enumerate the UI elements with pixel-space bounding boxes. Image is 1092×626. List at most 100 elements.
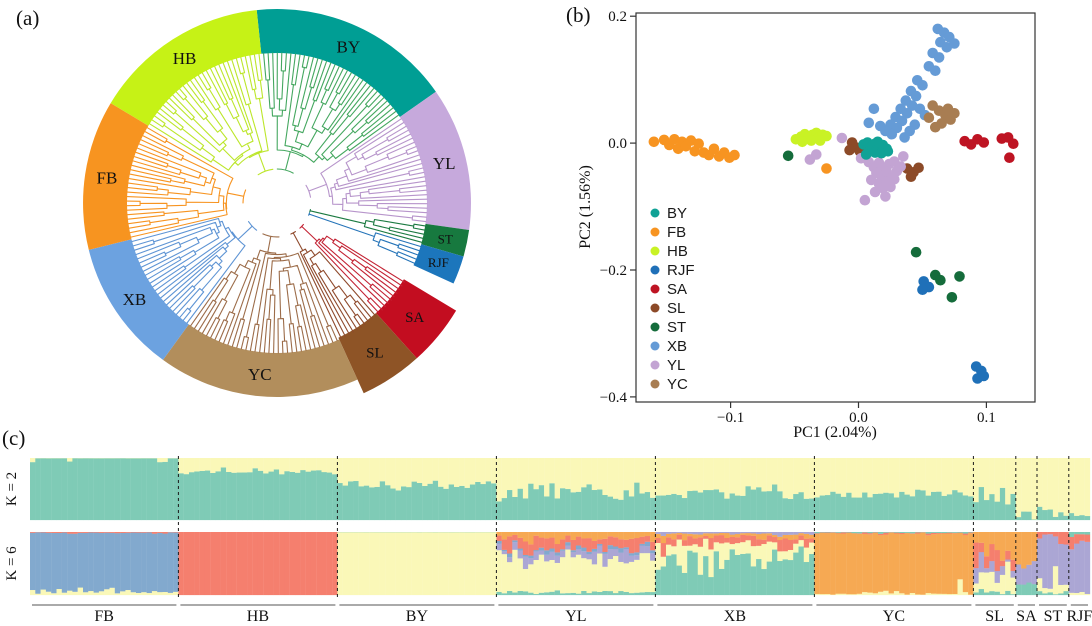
admixture-bar-segment <box>512 592 518 596</box>
admixture-bar-segment <box>454 458 460 487</box>
admixture-bar-segment <box>554 552 561 556</box>
admixture-bar-segment <box>448 458 455 485</box>
admixture-bar-segment <box>984 568 990 573</box>
admixture-bar-segment <box>899 491 905 521</box>
admixture-bar-segment <box>830 594 836 596</box>
admixture-bar-segment <box>878 532 884 534</box>
panel-a-label: (a) <box>16 6 40 30</box>
admixture-bar-segment <box>999 560 1006 567</box>
admixture-bar-segment <box>925 495 932 521</box>
admixture-bar-segment <box>194 471 200 521</box>
admixture-bar-segment <box>915 489 921 521</box>
admixture-bar-segment <box>496 501 502 521</box>
admixture-bar-segment <box>273 532 280 596</box>
admixture-bar-segment <box>549 548 555 552</box>
admixture-bar-segment <box>67 590 73 596</box>
admixture-bar-segment <box>231 472 237 521</box>
admixture-bar-segment <box>999 574 1006 595</box>
admixture-bar-segment <box>538 537 545 548</box>
admixture-bar-segment <box>618 561 624 592</box>
admixture-bar-segment <box>681 533 688 541</box>
admixture-bar-segment <box>305 471 312 521</box>
admixture-bar-segment <box>581 547 587 552</box>
admixture-bar-segment <box>687 532 693 534</box>
admixture-bar-segment <box>591 540 598 549</box>
admixture-bar-segment <box>358 532 365 596</box>
pca-point-ST <box>910 246 922 258</box>
admixture-bar-segment <box>644 591 651 596</box>
admixture-bar-segment <box>936 491 942 521</box>
admixture-bar-segment <box>406 458 412 488</box>
admixture-bar-segment <box>45 458 52 521</box>
admixture-bar-segment <box>379 532 386 596</box>
admixture-bar-segment <box>936 533 942 594</box>
legend-dot-HB <box>650 246 660 256</box>
admixture-bar-segment <box>496 540 502 544</box>
admixture-bar-segment <box>962 532 969 534</box>
admixture-bar-segment <box>321 532 327 596</box>
admixture-bar-segment <box>994 532 1001 551</box>
admixture-bar-segment <box>120 591 126 596</box>
admixture-bar-segment <box>528 555 534 559</box>
admixture-bar-segment <box>512 540 518 543</box>
admixture-bar-segment <box>628 555 635 562</box>
admixture-bar-segment <box>83 532 89 533</box>
admixture-bar-segment <box>432 480 439 521</box>
admixture-bar-segment <box>740 534 746 543</box>
admixture-bar-segment <box>528 483 534 521</box>
admixture-bar-segment <box>893 458 900 498</box>
admixture-bar-segment <box>994 550 1001 572</box>
admixture-bar-segment <box>904 494 910 521</box>
admixture-bar-segment <box>655 533 661 539</box>
admixture-bar-segment <box>136 532 142 593</box>
admixture-bar-segment <box>427 483 433 521</box>
k-row-label: K = 2 <box>4 472 20 506</box>
admixture-bar-segment <box>671 458 677 494</box>
admixture-bar-segment <box>639 536 645 544</box>
admixture-bar-segment <box>687 490 693 521</box>
admixture-bar-segment <box>814 533 820 594</box>
admixture-bar-segment <box>220 467 227 521</box>
admixture-bar-segment <box>491 483 497 521</box>
tree-sector-label-YC: YC <box>248 365 272 384</box>
admixture-bar-segment <box>851 458 857 498</box>
admixture-bar-segment <box>798 532 804 534</box>
legend-dot-XB <box>650 341 660 351</box>
admixture-bar-segment <box>867 497 873 521</box>
admixture-bar-segment <box>252 532 259 596</box>
admixture-bar-segment <box>613 548 619 557</box>
admixture-bar-segment <box>729 458 736 494</box>
admixture-bar-segment <box>544 561 550 593</box>
admixture-bar-segment <box>978 486 985 521</box>
admixture-bar-segment <box>469 484 476 521</box>
pca-point-FB <box>693 138 704 149</box>
admixture-bar-segment <box>878 535 884 592</box>
admixture-bar-segment <box>30 589 36 596</box>
admixture-bar-segment <box>613 555 619 594</box>
admixture-bar-segment <box>215 532 221 596</box>
admixture-bar-segment <box>1074 543 1080 593</box>
admixture-bar-segment <box>554 543 561 553</box>
admixture-bar-segment <box>1015 584 1022 596</box>
admixture-bar-segment <box>385 458 391 486</box>
admixture-bar-segment <box>734 543 741 555</box>
admixture-bar-segment <box>151 590 158 596</box>
admixture-bar-segment <box>745 532 751 534</box>
panel-b-label: (b) <box>566 3 591 27</box>
admixture-bar-segment <box>1084 534 1091 542</box>
admixture-bar-segment <box>501 554 508 594</box>
admixture-bar-segment <box>984 556 990 569</box>
admixture-bar-segment <box>957 532 963 580</box>
admixture-bar-segment <box>51 458 57 521</box>
admixture-bar-segment <box>157 458 163 463</box>
admixture-bar-segment <box>952 458 958 491</box>
admixture-bar-segment <box>962 533 969 536</box>
admixture-bar-segment <box>713 535 720 543</box>
admixture-bar-segment <box>512 542 518 550</box>
pca-point-FB <box>821 163 832 174</box>
admixture-bar-segment <box>724 498 730 521</box>
admixture-bar-segment <box>862 458 868 493</box>
admixture-bar-segment <box>920 458 926 491</box>
admixture-bar-segment <box>369 532 375 596</box>
